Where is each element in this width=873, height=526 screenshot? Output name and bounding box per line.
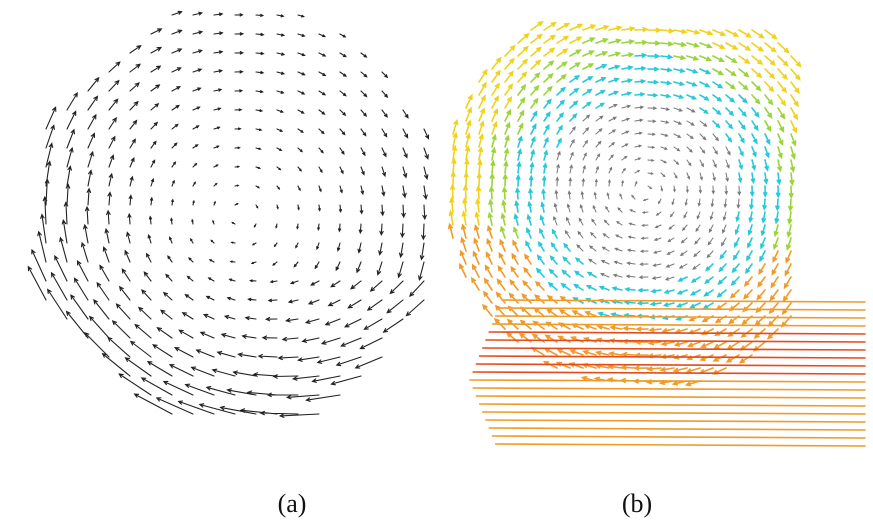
- arrows-b-green: [487, 37, 797, 251]
- arrows-b-red: [472, 331, 866, 375]
- caption-a: (a): [278, 489, 307, 518]
- arrows-b-cyan: [513, 53, 782, 321]
- vector-field-a: [27, 10, 430, 418]
- arrows-b-gray: [553, 104, 742, 281]
- arrows-b-yellow: [448, 20, 802, 226]
- arrows-a: [27, 10, 430, 418]
- vector-field-b: [448, 20, 866, 447]
- caption-b: (b): [622, 489, 652, 518]
